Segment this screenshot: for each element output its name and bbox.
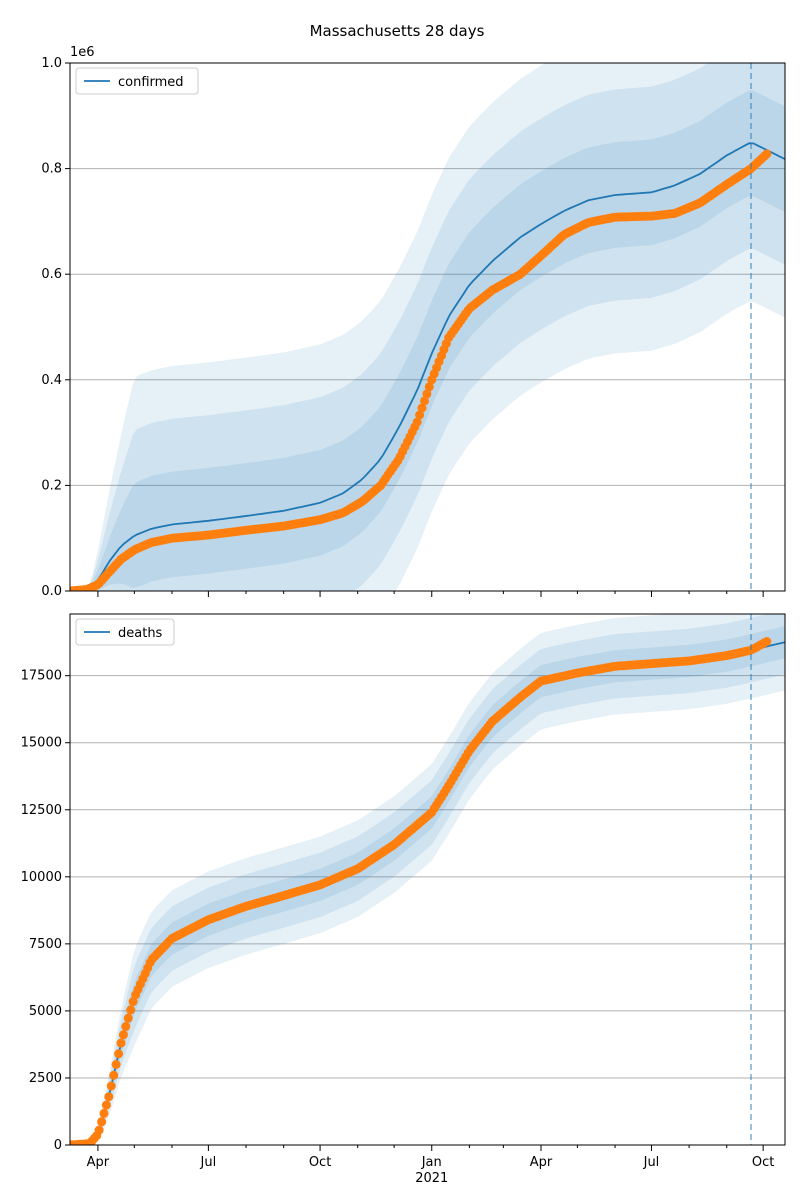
confirmed-legend-label: confirmed <box>118 75 184 90</box>
xtick-label: Oct <box>309 1155 331 1170</box>
deaths-observed-point <box>114 1049 124 1059</box>
deaths-observed-point <box>97 1117 107 1127</box>
deaths-observed-point <box>104 1092 114 1102</box>
deaths-panel: 0 2500 5000 7500 10000 12500 15000 17500 Apr Jul O… <box>21 613 786 1186</box>
confirmed-model-line <box>70 142 785 591</box>
deaths-observed-point <box>111 1060 121 1069</box>
confirmed-axes-frame <box>69 62 786 592</box>
xtick-label: Jul <box>643 1155 660 1170</box>
confirmed-uncertainty-band <box>70 63 785 591</box>
confirmed-plot-area <box>70 63 785 591</box>
confirmed-observed-point <box>424 382 434 392</box>
deaths-ytick-label: 7500 <box>29 937 62 952</box>
deaths-ytick-label: 5000 <box>29 1004 62 1019</box>
deaths-observed-point <box>109 1070 119 1080</box>
deaths-observed-point <box>106 1081 116 1091</box>
confirmed-observed-point <box>420 396 429 406</box>
deaths-uncertainty-band <box>70 614 785 1145</box>
xtick-label: Jul <box>200 1155 217 1170</box>
deaths-ytick-label: 17500 <box>21 669 62 684</box>
confirmed-observed-point <box>417 403 427 413</box>
deaths-ytick-label: 10000 <box>21 870 62 885</box>
deaths-observed-point <box>94 1125 104 1135</box>
deaths-legend-label: deaths <box>118 626 163 641</box>
confirmed-legend-box <box>75 67 199 95</box>
chart-title: Massachusetts 28 days <box>310 22 485 40</box>
confirmed-observed-point <box>762 149 772 159</box>
deaths-legend: deaths <box>75 618 175 646</box>
confirmed-ytick-label: 1.0 <box>41 56 62 71</box>
deaths-ytick-label: 0 <box>54 1138 62 1153</box>
confirmed-ytick-label: 0.2 <box>41 478 62 493</box>
deaths-observed-point <box>126 1005 136 1015</box>
confirmed-ytick-label: 0.8 <box>41 162 62 177</box>
deaths-observed-point <box>121 1022 131 1031</box>
deaths-observed-point <box>128 997 138 1007</box>
xaxis-year-label: 2021 <box>415 1171 448 1186</box>
deaths-observed-point <box>99 1108 109 1118</box>
xtick-label: Oct <box>752 1155 774 1170</box>
xtick-label: Apr <box>530 1155 553 1170</box>
xtick-label: Apr <box>87 1155 110 1170</box>
yaxis-offset-label: 1e6 <box>70 45 95 60</box>
deaths-observed-point <box>116 1038 126 1048</box>
confirmed-ytick-label: 0.6 <box>41 267 62 282</box>
deaths-legend-box <box>75 618 175 646</box>
deaths-uncertainty-band <box>70 614 785 1145</box>
deaths-observed-point <box>123 1013 133 1023</box>
deaths-ytick-label: 15000 <box>21 736 62 751</box>
confirmed-observed-point <box>422 389 432 399</box>
confirmed-ytick-label: 0.4 <box>41 373 62 388</box>
confirmed-uncertainty-band <box>70 63 785 591</box>
deaths-observed-point <box>762 637 772 646</box>
confirmed-observed-point <box>415 410 425 420</box>
deaths-ytick-label: 12500 <box>21 803 62 818</box>
confirmed-panel: 0.0 0.2 0.4 0.6 0.8 1.0 1e6 confirmed <box>41 45 786 599</box>
confirmed-ytick-label: 0.0 <box>41 584 62 599</box>
deaths-ytick-label: 2500 <box>29 1071 62 1086</box>
deaths-plot-area <box>70 614 785 1145</box>
deaths-observed-point <box>101 1100 111 1110</box>
deaths-observed-point <box>118 1030 128 1040</box>
confirmed-legend: confirmed <box>75 67 199 95</box>
deaths-axes-frame <box>69 613 786 1146</box>
xtick-label: Jan <box>421 1155 442 1170</box>
confirmed-observed-point <box>412 417 422 427</box>
